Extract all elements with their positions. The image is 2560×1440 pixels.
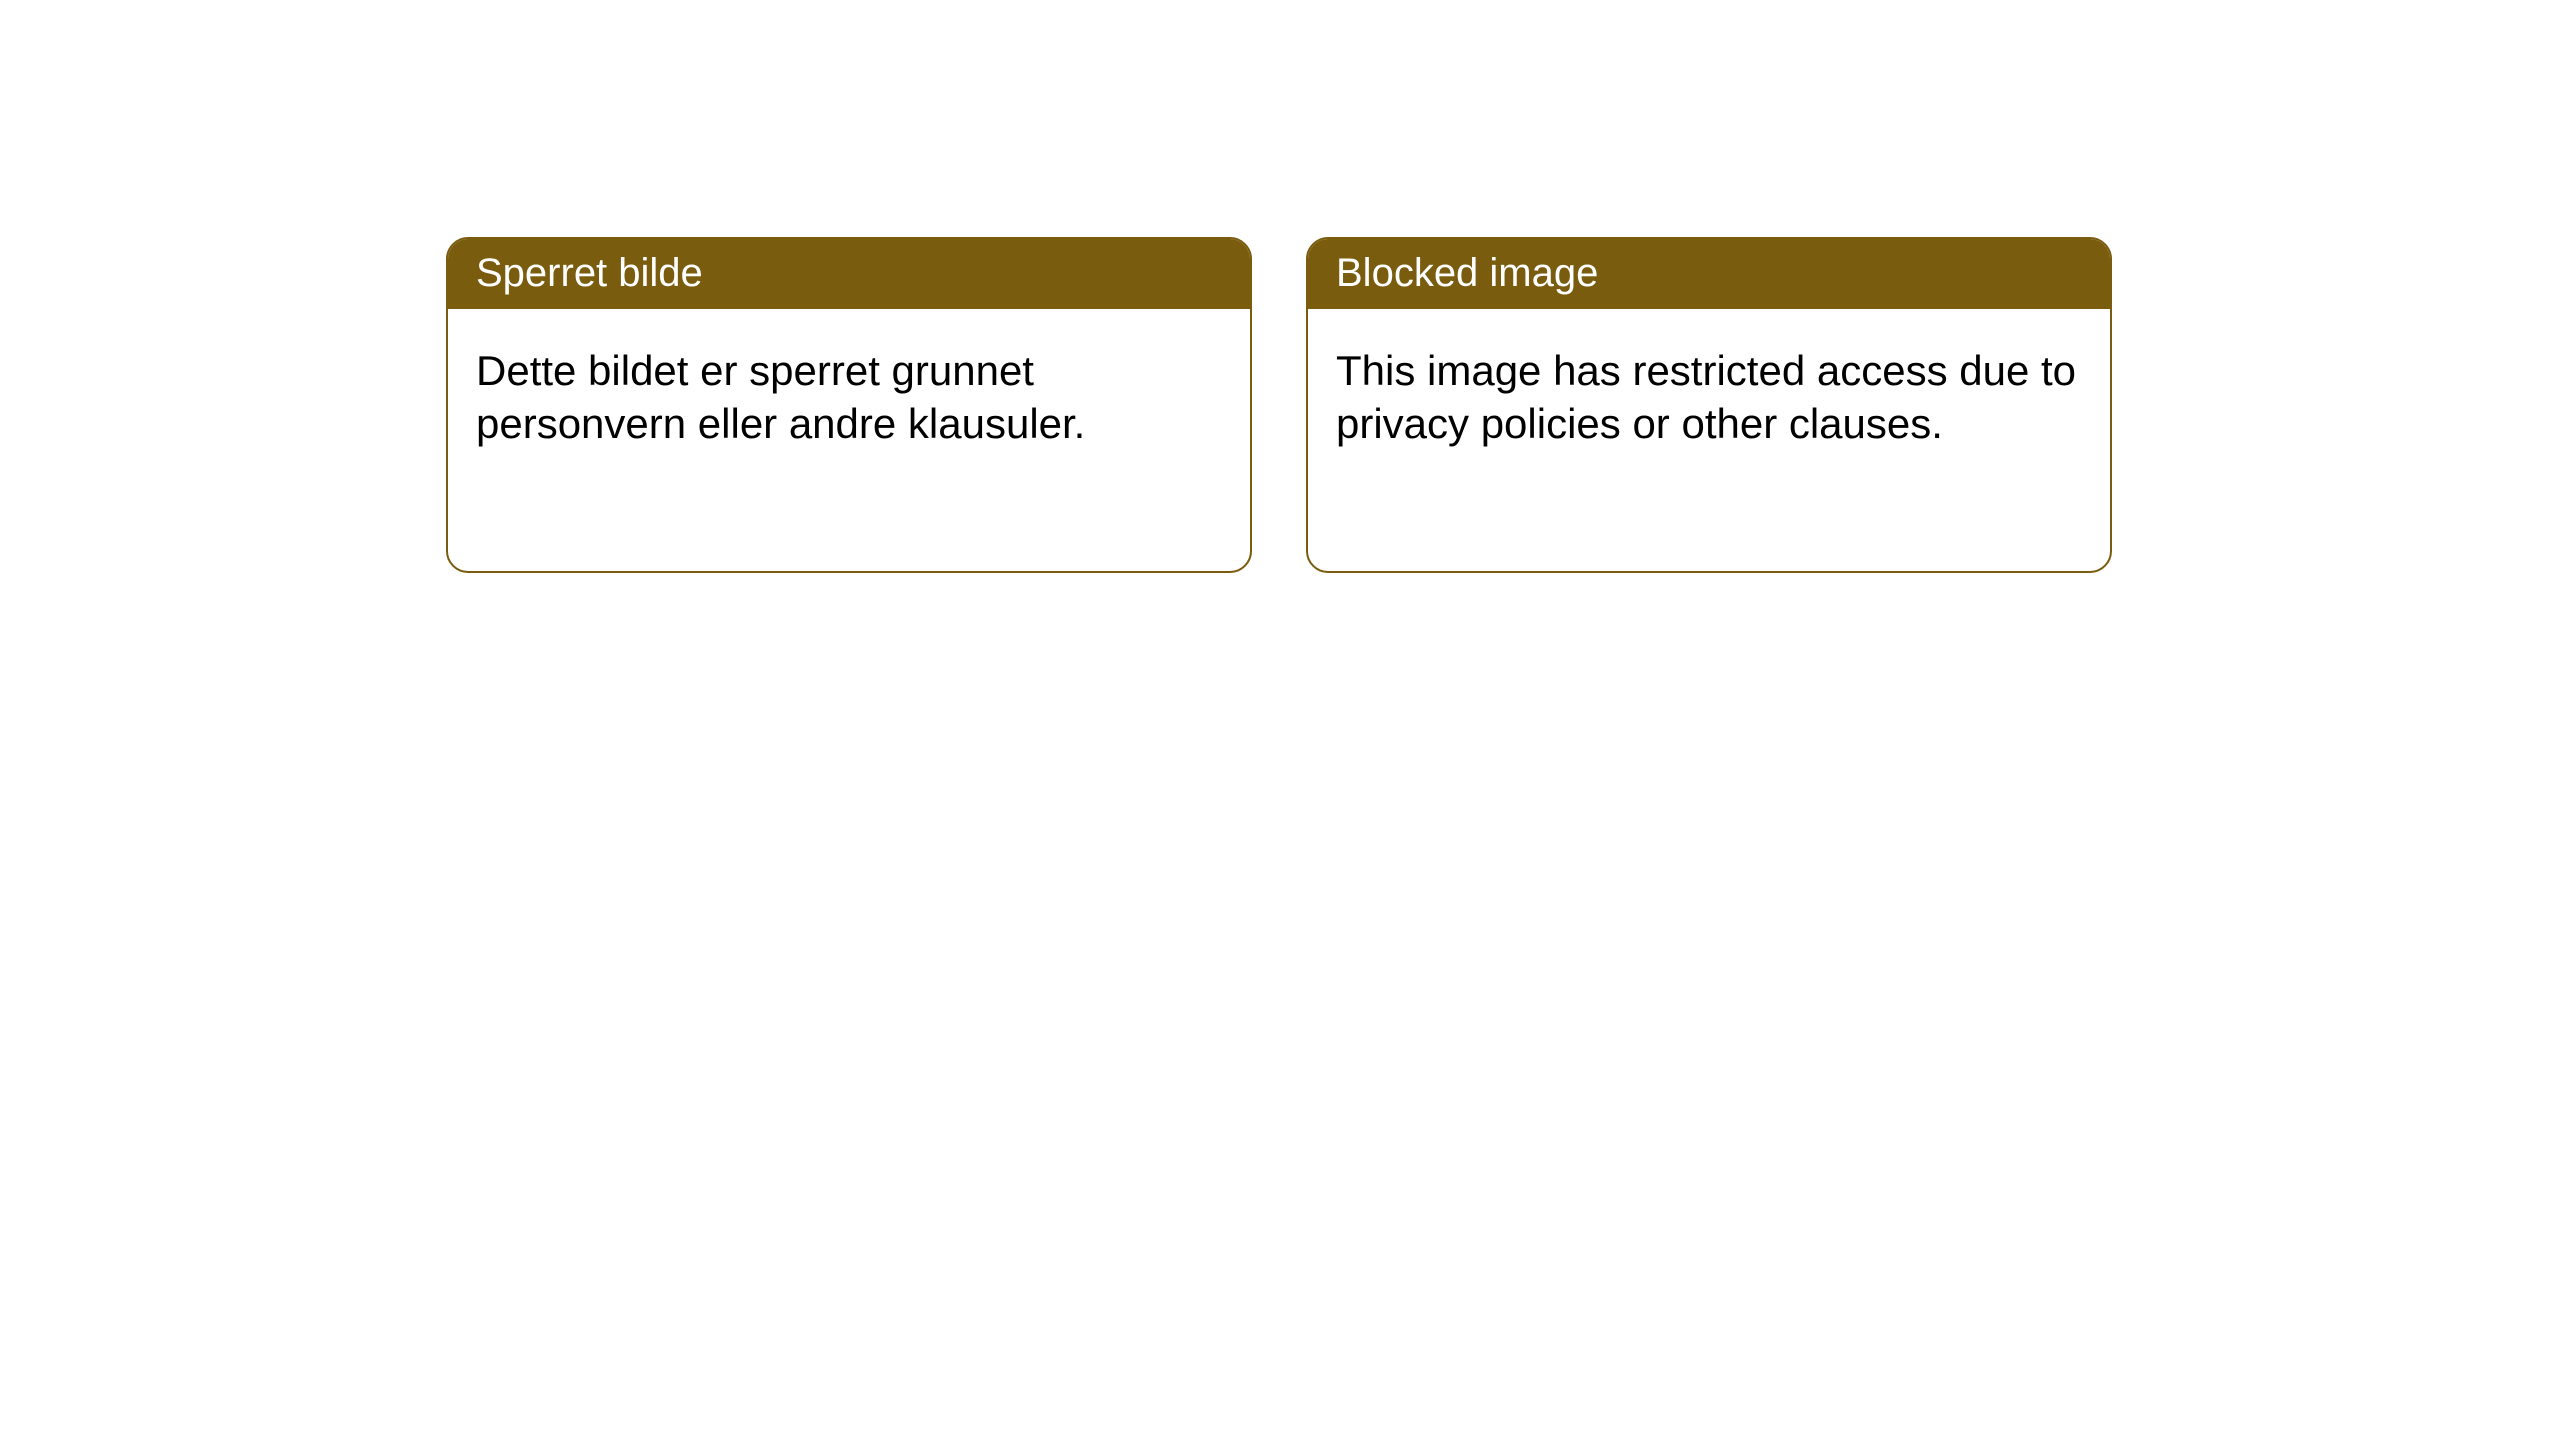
notice-cards-container: Sperret bilde Dette bildet er sperret gr… (0, 0, 2560, 573)
card-body: Dette bildet er sperret grunnet personve… (448, 309, 1250, 478)
card-body-text: This image has restricted access due to … (1336, 347, 2076, 447)
card-body: This image has restricted access due to … (1308, 309, 2110, 478)
notice-card-english: Blocked image This image has restricted … (1306, 237, 2112, 573)
card-header: Sperret bilde (448, 239, 1250, 309)
card-title: Blocked image (1336, 251, 1598, 295)
card-header: Blocked image (1308, 239, 2110, 309)
card-body-text: Dette bildet er sperret grunnet personve… (476, 347, 1085, 447)
card-title: Sperret bilde (476, 251, 703, 295)
notice-card-norwegian: Sperret bilde Dette bildet er sperret gr… (446, 237, 1252, 573)
